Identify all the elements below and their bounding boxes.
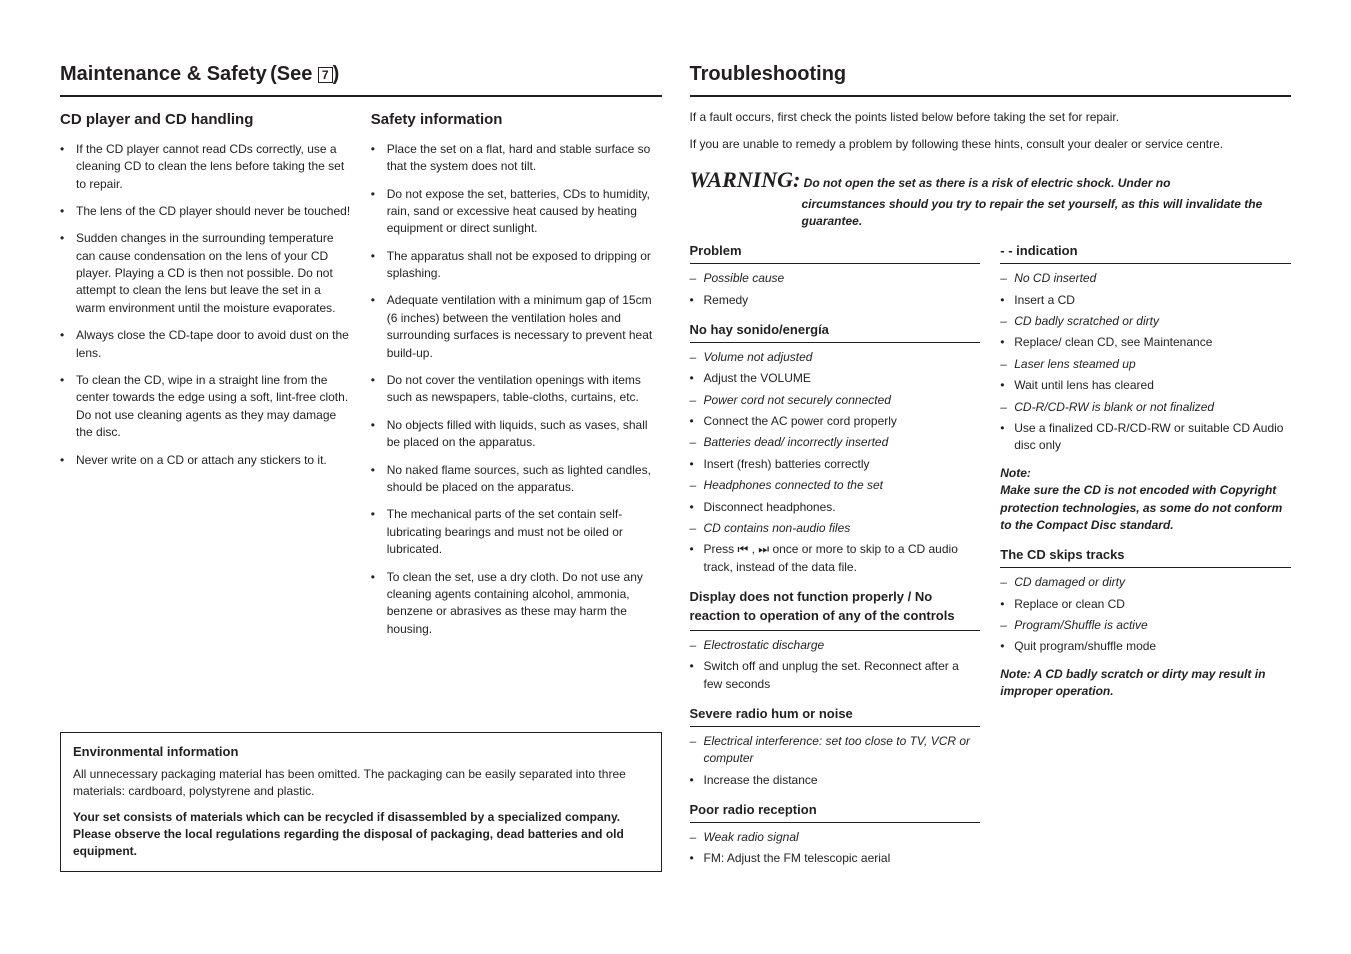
cause-item: Laser lens steamed up [1000,356,1291,373]
remedy-item: Insert (fresh) batteries correctly [690,456,981,473]
troubleshooting-intro-1: If a fault occurs, first check the point… [690,109,1292,126]
group-no-sound-list: Volume not adjusted Adjust the VOLUME Powe… [690,349,981,576]
remedy-item: Replace or clean CD [1000,596,1291,613]
cd-handling-column: CD player and CD handling If the CD play… [60,109,351,648]
list-item: To clean the set, use a dry cloth. Do no… [371,569,662,639]
list-item: Always close the CD-tape door to avoid d… [60,327,351,362]
cd-handling-heading: CD player and CD handling [60,109,351,131]
environmental-info-box: Environmental information All unnecessar… [60,732,662,872]
cause-item: Batteries dead/ incorrectly inserted [690,434,981,451]
remedy-item: Press ⏮ , ⏭ once or more to skip to a CD… [690,541,981,576]
list-item: The apparatus shall not be exposed to dr… [371,248,662,283]
cause-item: CD damaged or dirty [1000,574,1291,591]
section-title-maintenance: Maintenance & Safety [60,60,267,89]
cause-item: Headphones connected to the set [690,477,981,494]
see-reference: (See 7) [270,60,339,89]
cause-item: Electrostatic discharge [690,637,981,654]
remedy-item: Increase the distance [690,772,981,789]
remedy-item: Connect the AC power cord properly [690,413,981,430]
group-cd-skips-list: CD damaged or dirty Replace or clean CD Pr… [1000,574,1291,656]
warning-label: WARNING: [690,167,801,192]
remedy-item: Switch off and unplug the set. Reconnect… [690,658,981,693]
env-info-p2: Your set consists of materials which can… [73,809,649,861]
figure-ref-number: 7 [318,67,333,83]
section-title-troubleshooting: Troubleshooting [690,60,847,89]
group-radio-hum: Severe radio hum or noise [690,705,981,727]
list-item: The lens of the CD player should never b… [60,203,351,220]
list-item: If the CD player cannot read CDs correct… [60,141,351,193]
env-info-p1: All unnecessary packaging material has b… [73,766,649,801]
group-display: Display does not function properly / No … [690,588,981,628]
remedy-item: Wait until lens has cleared [1000,377,1291,394]
note-body: Make sure the CD is not encoded with Cop… [1000,483,1282,532]
remedy-item: Use a finalized CD-R/CD-RW or suitable C… [1000,420,1291,455]
group-poor-reception: Poor radio reception [690,801,981,823]
cause-item: CD-R/CD-RW is blank or not finalized [1000,399,1291,416]
section-rule [60,95,662,97]
list-item: Do not expose the set, batteries, CDs to… [371,186,662,238]
problems-left-column: Problem Possible cause Remedy No hay son… [690,242,981,871]
warning-block: WARNING: Do not open the set as there is… [690,164,1292,231]
group-poor-reception-list: Weak radio signal FM: Adjust the FM teles… [690,829,981,868]
remedy-item: Adjust the VOLUME [690,370,981,387]
maintenance-safety-section: Maintenance & Safety (See 7) CD player a… [60,60,662,872]
list-item: Never write on a CD or attach any sticke… [60,452,351,469]
troubleshooting-section: Troubleshooting If a fault occurs, first… [690,60,1292,872]
remedy-item: Quit program/shuffle mode [1000,638,1291,655]
remedy-item: FM: Adjust the FM telescopic aerial [690,850,981,867]
note-block-2: Note: A CD badly scratch or dirty may re… [1000,666,1291,701]
cause-item: No CD inserted [1000,270,1291,287]
cause-item: Weak radio signal [690,829,981,846]
cause-item: Electrical interference: set too close t… [690,733,981,768]
note-block-1: Note: Make sure the CD is not encoded wi… [1000,465,1291,535]
safety-info-list: Place the set on a flat, hard and stable… [371,141,662,638]
list-item: The mechanical parts of the set contain … [371,506,662,558]
problem-heading: Problem [690,242,981,264]
group-radio-hum-list: Electrical interference: set too close t… [690,733,981,789]
warning-text-2: circumstances should you try to repair t… [802,196,1292,231]
list-item: To clean the CD, wipe in a straight line… [60,372,351,442]
safety-info-heading: Safety information [371,109,662,131]
remedy-item: Insert a CD [1000,292,1291,309]
possible-cause-label: Possible cause [690,270,981,287]
section-rule [690,95,1292,97]
warning-text-1: Do not open the set as there is a risk o… [804,176,1171,190]
problems-right-column: indication No CD inserted Insert a CD CD b… [1000,242,1291,871]
group-display-list: Electrostatic discharge Switch off and un… [690,630,981,693]
group-no-sound: No hay sonido/energía [690,321,981,343]
safety-info-column: Safety information Place the set on a fl… [371,109,662,648]
list-item: Sudden changes in the surrounding temper… [60,230,351,317]
cause-item: CD badly scratched or dirty [1000,313,1291,330]
cause-item: Power cord not securely connected [690,392,981,409]
indication-heading: indication [1000,242,1291,264]
env-info-title: Environmental information [73,743,649,762]
cause-item: Volume not adjusted [690,349,981,366]
cd-handling-list: If the CD player cannot read CDs correct… [60,141,351,469]
list-item: Place the set on a flat, hard and stable… [371,141,662,176]
list-item: Adequate ventilation with a minimum gap … [371,292,662,362]
group-cd-skips: The CD skips tracks [1000,546,1291,568]
troubleshooting-intro-2: If you are unable to remedy a problem by… [690,136,1292,153]
cause-item: Program/Shuffle is active [1000,617,1291,634]
remedy-item: Replace/ clean CD, see Maintenance [1000,334,1291,351]
list-item: No objects filled with liquids, such as … [371,417,662,452]
indication-list: No CD inserted Insert a CD CD badly scratc… [1000,270,1291,455]
list-item: No naked flame sources, such as lighted … [371,462,662,497]
list-item: Do not cover the ventilation openings wi… [371,372,662,407]
note-label: Note: [1000,466,1031,480]
remedy-label: Remedy [690,292,981,309]
cause-item: CD contains non-audio files [690,520,981,537]
remedy-item: Disconnect headphones. [690,499,981,516]
